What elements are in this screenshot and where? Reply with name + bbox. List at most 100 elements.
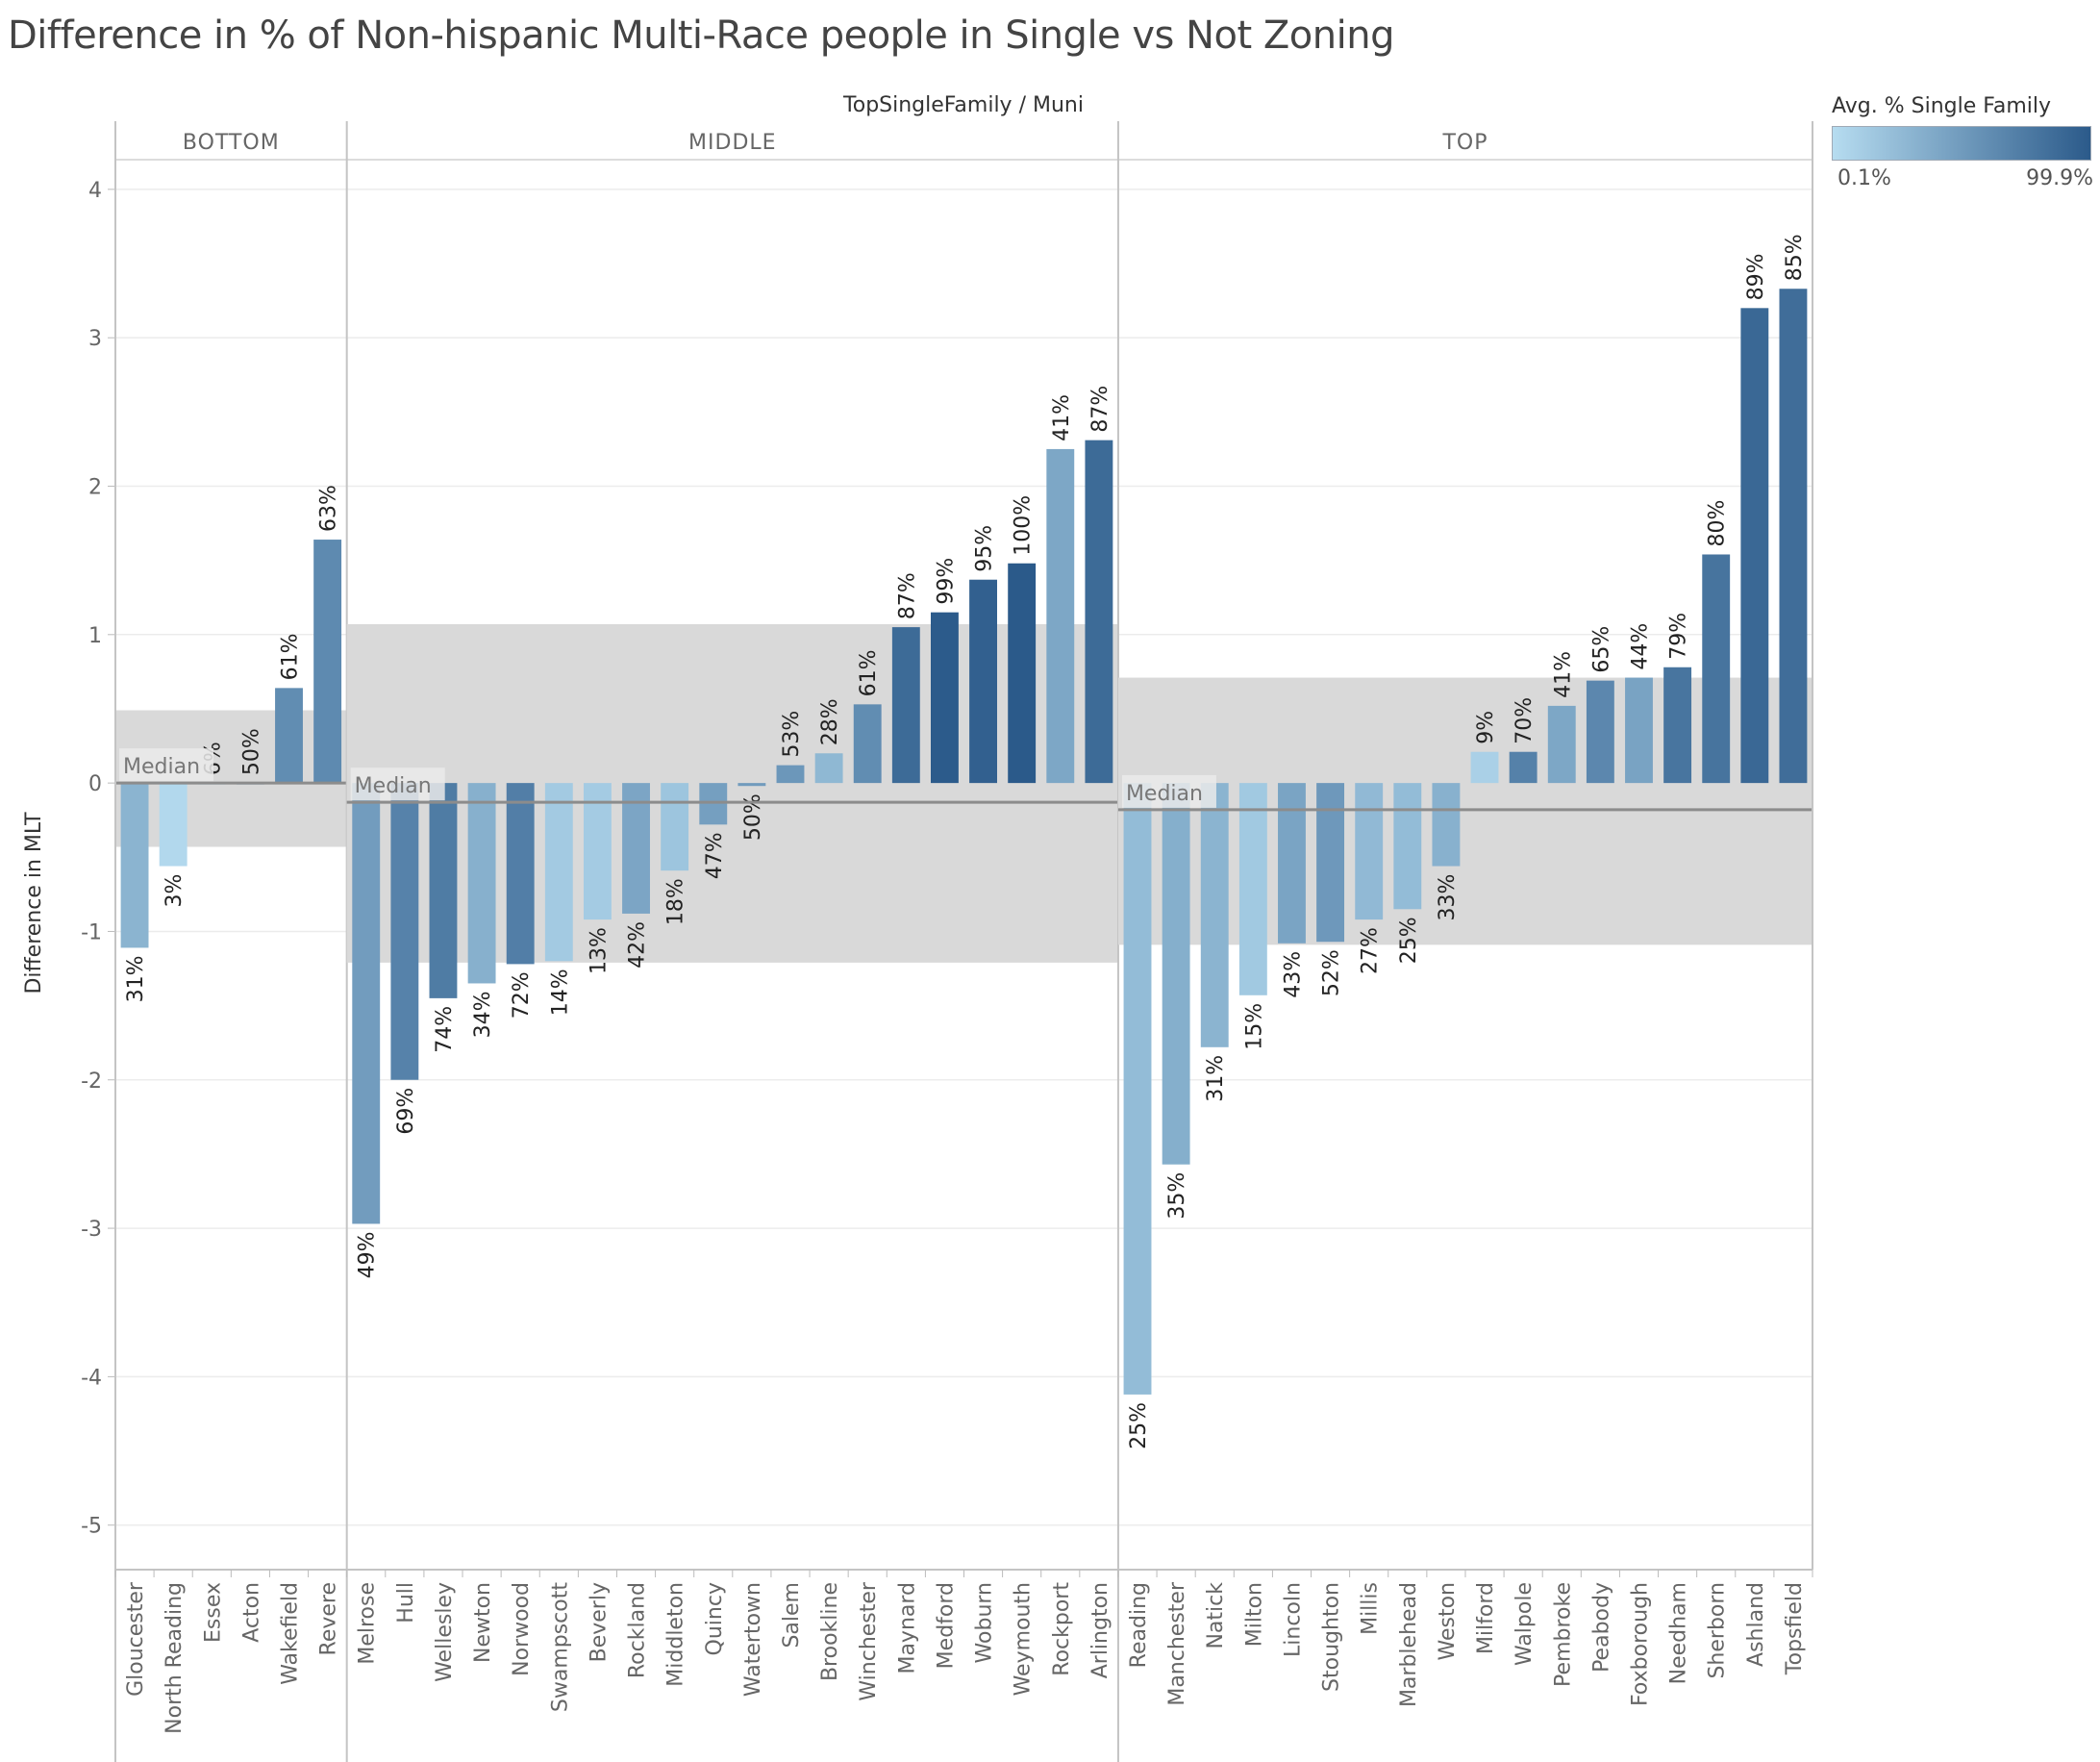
- data-label: 52%: [1320, 949, 1344, 996]
- bar-reading: [1123, 783, 1152, 1395]
- bar-maynard: [891, 627, 920, 784]
- data-label: 95%: [973, 525, 997, 572]
- data-label: 13%: [587, 927, 611, 974]
- x-tick-label: Topsfield: [1783, 1582, 1807, 1675]
- bar-peabody: [1586, 680, 1614, 784]
- data-label: 63%: [317, 485, 341, 532]
- data-label: 44%: [1628, 623, 1652, 670]
- x-tick-label: Medford: [934, 1582, 958, 1669]
- x-tick-label: Weston: [1436, 1582, 1460, 1661]
- y-tick-label: 4: [88, 179, 102, 203]
- data-label: 69%: [394, 1088, 418, 1135]
- x-tick-label: Swampscott: [548, 1582, 572, 1712]
- data-label: 43%: [1281, 951, 1305, 998]
- bar-quincy: [699, 783, 728, 825]
- x-tick-label: Sherborn: [1706, 1582, 1730, 1679]
- data-label: 79%: [1667, 613, 1691, 660]
- data-label: 34%: [471, 991, 495, 1038]
- data-label: 9%: [1474, 711, 1498, 744]
- x-tick-label: Brookline: [818, 1582, 842, 1681]
- bar-wakefield: [275, 688, 303, 784]
- bar-hull: [390, 783, 419, 1080]
- column-header-label: TopSingleFamily / Muni: [842, 93, 1084, 117]
- bar-manchester: [1162, 783, 1190, 1165]
- x-tick-label: Newton: [471, 1582, 495, 1663]
- y-tick-label: -5: [81, 1515, 102, 1539]
- bar-winchester: [853, 704, 882, 784]
- y-tick-label: 0: [88, 772, 102, 796]
- bar-sherborn: [1702, 554, 1731, 784]
- x-tick-label: Stoughton: [1320, 1582, 1344, 1692]
- bar-rockport: [1046, 448, 1075, 784]
- x-tick-label: Woburn: [973, 1582, 997, 1663]
- x-tick-label: Watertown: [741, 1582, 765, 1697]
- bar-salem: [776, 765, 805, 784]
- data-label: 31%: [124, 955, 148, 1002]
- bar-foxborough: [1625, 677, 1653, 784]
- legend-title: Avg. % Single Family: [1832, 94, 2052, 118]
- bar-milford: [1470, 751, 1499, 784]
- bar-arlington: [1085, 440, 1113, 784]
- x-tick-label: Middleton: [664, 1582, 688, 1687]
- bar-beverly: [583, 783, 612, 920]
- bar-needham: [1663, 667, 1692, 784]
- data-label: 27%: [1359, 927, 1383, 974]
- data-label: 25%: [1127, 1402, 1151, 1449]
- median-label-bg: [350, 768, 445, 801]
- legend-min-label: 0.1%: [1838, 166, 1891, 190]
- data-label: 3%: [162, 874, 187, 908]
- x-tick-label: Peabody: [1589, 1582, 1613, 1673]
- x-tick-label: Reading: [1127, 1582, 1151, 1668]
- data-label: 87%: [895, 572, 919, 619]
- bar-brookline: [814, 753, 843, 784]
- panel-header-top: TOP: [1441, 131, 1488, 155]
- reference-band-middle: [346, 624, 1118, 963]
- data-label: 65%: [1589, 626, 1613, 673]
- bar-rockland: [622, 783, 650, 914]
- data-label: 15%: [1242, 1003, 1266, 1050]
- bar-woburn: [969, 579, 997, 784]
- color-legend: Avg. % Single Family 0.1% 99.9%: [1832, 94, 2100, 195]
- bar-weston: [1432, 783, 1461, 867]
- y-tick-label: -1: [81, 920, 102, 944]
- bar-marblehead: [1393, 783, 1422, 910]
- x-tick-label: Rockport: [1050, 1582, 1074, 1676]
- x-tick-label: Quincy: [703, 1582, 727, 1655]
- data-label: 85%: [1783, 234, 1807, 281]
- x-tick-label: North Reading: [162, 1582, 187, 1734]
- data-label: 61%: [279, 633, 303, 680]
- y-tick-label: -4: [81, 1366, 102, 1390]
- reference-band-top: [1117, 677, 1812, 945]
- y-axis-label: Difference in MLT: [22, 812, 46, 994]
- bar-swampscott: [544, 783, 573, 962]
- data-label: 70%: [1512, 697, 1537, 744]
- x-tick-label: Manchester: [1165, 1581, 1189, 1706]
- data-label: 74%: [433, 1006, 457, 1053]
- data-label: 28%: [818, 698, 842, 745]
- y-tick-label: -3: [81, 1218, 102, 1242]
- x-tick-label: Wellesley: [433, 1582, 457, 1682]
- bar-wellesley: [429, 783, 458, 998]
- bar-revere: [313, 540, 342, 784]
- data-label: 72%: [510, 971, 534, 1019]
- x-tick-label: Lincoln: [1281, 1582, 1305, 1657]
- median-label: Median: [355, 774, 432, 798]
- legend-gradient-bar: [1832, 126, 2091, 161]
- median-label: Median: [123, 755, 200, 779]
- bar-watertown: [738, 783, 766, 787]
- x-tick-label: Revere: [317, 1582, 341, 1655]
- bar-norwood: [506, 783, 535, 965]
- x-tick-label: Hull: [394, 1582, 418, 1624]
- data-label: 33%: [1436, 874, 1460, 921]
- panel-header-middle: MIDDLE: [688, 131, 777, 155]
- data-label: 61%: [857, 649, 881, 696]
- data-label: 47%: [703, 832, 727, 879]
- x-tick-label: Marblehead: [1397, 1582, 1421, 1707]
- x-tick-label: Ashland: [1744, 1582, 1768, 1667]
- x-tick-label: Melrose: [356, 1582, 380, 1665]
- median-label-bg: [119, 748, 213, 782]
- x-tick-label: Arlington: [1088, 1582, 1112, 1678]
- x-tick-label: Winchester: [857, 1581, 881, 1701]
- y-tick-label: 3: [88, 327, 102, 351]
- bar-newton: [467, 783, 496, 984]
